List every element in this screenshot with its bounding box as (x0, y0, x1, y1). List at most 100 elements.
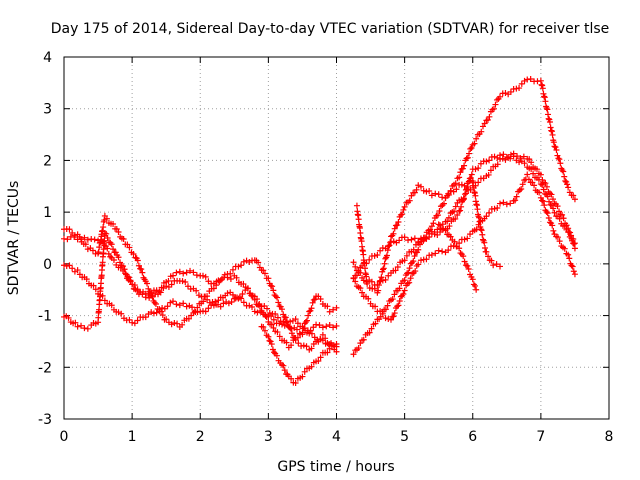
data-point-marker (227, 276, 234, 282)
data-point-marker (100, 224, 107, 231)
data-point-marker (183, 269, 190, 276)
data-point-marker (464, 154, 471, 161)
data-point-marker (540, 90, 547, 97)
data-point-marker (293, 326, 300, 333)
data-point-marker (330, 324, 337, 331)
data-point-marker (366, 329, 373, 336)
data-point-marker (394, 222, 401, 229)
data-point-marker (235, 263, 242, 270)
data-point-marker (134, 286, 141, 293)
data-point-marker (134, 257, 141, 264)
data-point-marker (423, 188, 430, 195)
data-point-marker (173, 269, 180, 276)
data-point-marker (205, 305, 212, 312)
data-point-marker (251, 296, 258, 303)
data-point-marker (476, 218, 483, 225)
data-point-marker (390, 230, 397, 237)
data-point-marker (472, 192, 479, 199)
data-point-marker (426, 187, 433, 194)
data-point-marker (461, 191, 468, 198)
data-point-marker (541, 94, 548, 101)
data-point-marker (185, 315, 192, 322)
data-point-marker (390, 313, 397, 320)
data-point-marker (108, 302, 115, 309)
data-point-marker (240, 299, 247, 306)
x-tick-label: 7 (536, 429, 545, 445)
data-point-marker (505, 154, 512, 161)
data-point-marker (265, 333, 272, 340)
data-point-marker (564, 181, 571, 188)
data-point-marker (439, 248, 446, 255)
data-point-marker (550, 205, 557, 212)
data-point-marker (432, 250, 439, 257)
data-point-marker (517, 155, 524, 162)
data-point-marker (440, 200, 447, 207)
data-point-marker (541, 202, 548, 209)
data-point-marker (518, 186, 525, 193)
data-point-marker (466, 150, 473, 157)
data-point-marker (394, 303, 401, 310)
data-point-marker (368, 325, 375, 332)
data-point-marker (507, 200, 514, 207)
data-point-marker (219, 275, 226, 282)
data-point-marker (100, 246, 107, 253)
data-point-marker (406, 197, 413, 204)
data-point-marker (553, 147, 560, 154)
data-point-marker (148, 290, 155, 297)
data-point-marker (377, 247, 384, 254)
data-point-marker (275, 299, 282, 306)
data-point-marker (459, 165, 466, 172)
data-point-marker (333, 322, 340, 329)
data-point-marker (299, 329, 306, 336)
data-point-marker (537, 180, 544, 187)
data-point-marker (555, 155, 562, 162)
data-point-marker (460, 253, 467, 260)
y-tick-label: 2 (43, 153, 52, 169)
data-point-marker (151, 299, 158, 306)
data-point-marker (153, 287, 160, 294)
data-point-marker (322, 335, 329, 342)
data-point-marker (350, 259, 357, 266)
x-tick-label: 6 (468, 429, 477, 445)
data-point-marker (350, 351, 357, 358)
data-point-marker (268, 341, 275, 348)
data-point-marker (500, 151, 507, 158)
data-point-marker (542, 180, 549, 187)
data-point-marker (381, 260, 388, 267)
data-point-marker (333, 304, 340, 311)
data-point-marker (375, 287, 382, 294)
data-point-marker (103, 230, 110, 237)
data-point-marker (308, 363, 315, 370)
data-point-marker (563, 222, 570, 229)
data-point-marker (557, 160, 564, 167)
data-point-marker (323, 323, 330, 330)
data-point-marker (311, 296, 318, 303)
data-point-marker (238, 295, 245, 302)
data-point-marker (533, 166, 540, 173)
data-point-marker (276, 320, 283, 327)
data-point-marker (548, 127, 555, 134)
data-point-marker (173, 301, 180, 308)
data-point-marker (195, 292, 202, 299)
x-tick-label: 3 (264, 429, 273, 445)
data-point-marker (464, 235, 471, 242)
data-point-marker (288, 375, 295, 382)
data-point-marker (461, 162, 468, 169)
data-point-marker (477, 226, 484, 233)
data-point-marker (91, 236, 98, 243)
data-point-marker (560, 168, 567, 175)
data-point-marker (485, 253, 492, 260)
data-point-marker (273, 352, 280, 359)
data-point-marker (499, 155, 506, 162)
data-point-marker (110, 256, 117, 263)
data-point-marker (71, 232, 78, 239)
data-point-marker (375, 282, 382, 289)
data-point-marker (503, 153, 510, 160)
data-point-marker (474, 206, 481, 213)
data-point-marker (190, 269, 197, 276)
data-point-marker (99, 259, 106, 266)
data-point-marker (467, 145, 474, 152)
data-point-marker (184, 283, 191, 290)
data-point-marker (65, 314, 72, 321)
data-point-marker (458, 203, 465, 210)
